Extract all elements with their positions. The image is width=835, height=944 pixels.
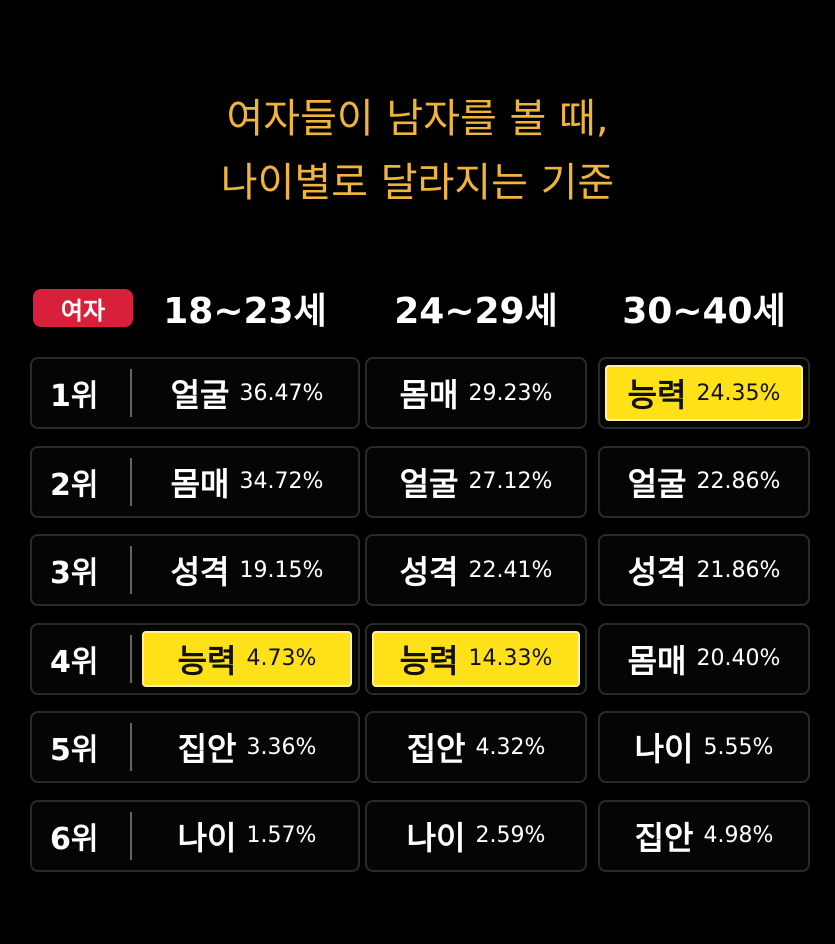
item: 능력 [399,641,459,680]
cell: 얼굴 22.86% [605,454,803,510]
divider [130,811,132,860]
column-header: 30~40세 [622,291,786,332]
percent: 2.59% [475,823,546,848]
item: 집안 [406,730,466,768]
item: 능력 [177,641,237,680]
item: 몸매 [399,376,459,414]
cell: 나이 2.59% [372,808,580,864]
item: 집안 [177,730,237,768]
row-box [30,799,360,872]
cell: 몸매 29.23% [372,365,580,421]
badge: 여자 [33,289,133,327]
percent: 22.41% [468,557,553,583]
percent: 5.55% [703,734,774,760]
cell: 능력 24.35% [605,365,803,421]
cell-box [598,711,810,783]
cell: 성격 19.15% [142,542,352,598]
item: 얼굴 [627,464,687,503]
cell: 얼굴 36.47% [142,365,352,421]
cell-box [598,799,810,872]
row-box [30,445,360,518]
cell: 나이 1.57% [142,808,352,864]
cell-box [598,534,810,606]
cell: 집안 4.98% [605,808,803,864]
percent: 34.72% [239,469,324,494]
item: 성격 [399,553,459,591]
cell-box [598,445,810,518]
title-line: 여자들이 남자를 볼 때, [226,96,609,142]
item: 나이 [406,818,466,857]
percent: 20.40% [696,646,781,671]
title-line: 나이별로 달라지는 기준 [220,160,615,206]
percent: 27.12% [468,469,553,494]
item: 나이 [634,730,694,768]
divider [130,634,132,683]
percent: 29.23% [468,380,553,406]
divider [130,546,132,594]
cell: 능력 14.33% [372,630,580,687]
cell-box [598,622,810,695]
cell-box [365,445,587,518]
cell: 성격 21.86% [605,542,803,598]
percent: 36.47% [239,380,324,406]
item: 성격 [170,553,230,591]
rank: 5위 [50,733,99,768]
cell: 몸매 34.72% [142,454,352,510]
cell-box [365,357,587,429]
item: 몸매 [170,464,230,503]
percent: 4.32% [475,734,546,760]
item: 나이 [177,818,237,857]
percent: 21.86% [696,557,781,583]
item: 성격 [627,553,687,591]
percent: 3.36% [246,734,317,760]
rank: 1위 [50,379,99,414]
percent: 1.57% [246,823,317,848]
rank: 6위 [50,821,99,857]
row-box [30,534,360,606]
percent: 14.33% [468,646,553,671]
cell: 몸매 20.40% [605,631,803,687]
item: 능력 [627,376,687,414]
rank: 3위 [50,556,99,591]
item: 얼굴 [399,464,459,503]
cell: 능력 4.73% [142,630,352,687]
percent: 24.35% [696,380,781,406]
cell-box [365,799,587,872]
cell: 집안 4.32% [372,719,580,775]
percent: 19.15% [239,557,324,583]
cell: 집안 3.36% [142,719,352,775]
column-header: 18~23세 [163,291,327,332]
rank: 2위 [50,467,99,503]
item: 몸매 [627,641,687,680]
item: 집안 [634,818,694,857]
column-header: 24~29세 [394,291,558,332]
percent: 4.98% [703,823,774,848]
percent: 4.73% [246,646,317,671]
cell: 얼굴 27.12% [372,454,580,510]
divider [130,457,132,506]
cell-box [365,711,587,783]
rank: 4위 [50,644,99,680]
row-box [30,711,360,783]
cell-box [365,534,587,606]
item: 얼굴 [170,376,230,414]
cell: 성격 22.41% [372,542,580,598]
cell: 나이 5.55% [605,719,803,775]
divider [130,369,132,417]
row-box [30,357,360,429]
percent: 22.86% [696,469,781,494]
divider [130,723,132,771]
